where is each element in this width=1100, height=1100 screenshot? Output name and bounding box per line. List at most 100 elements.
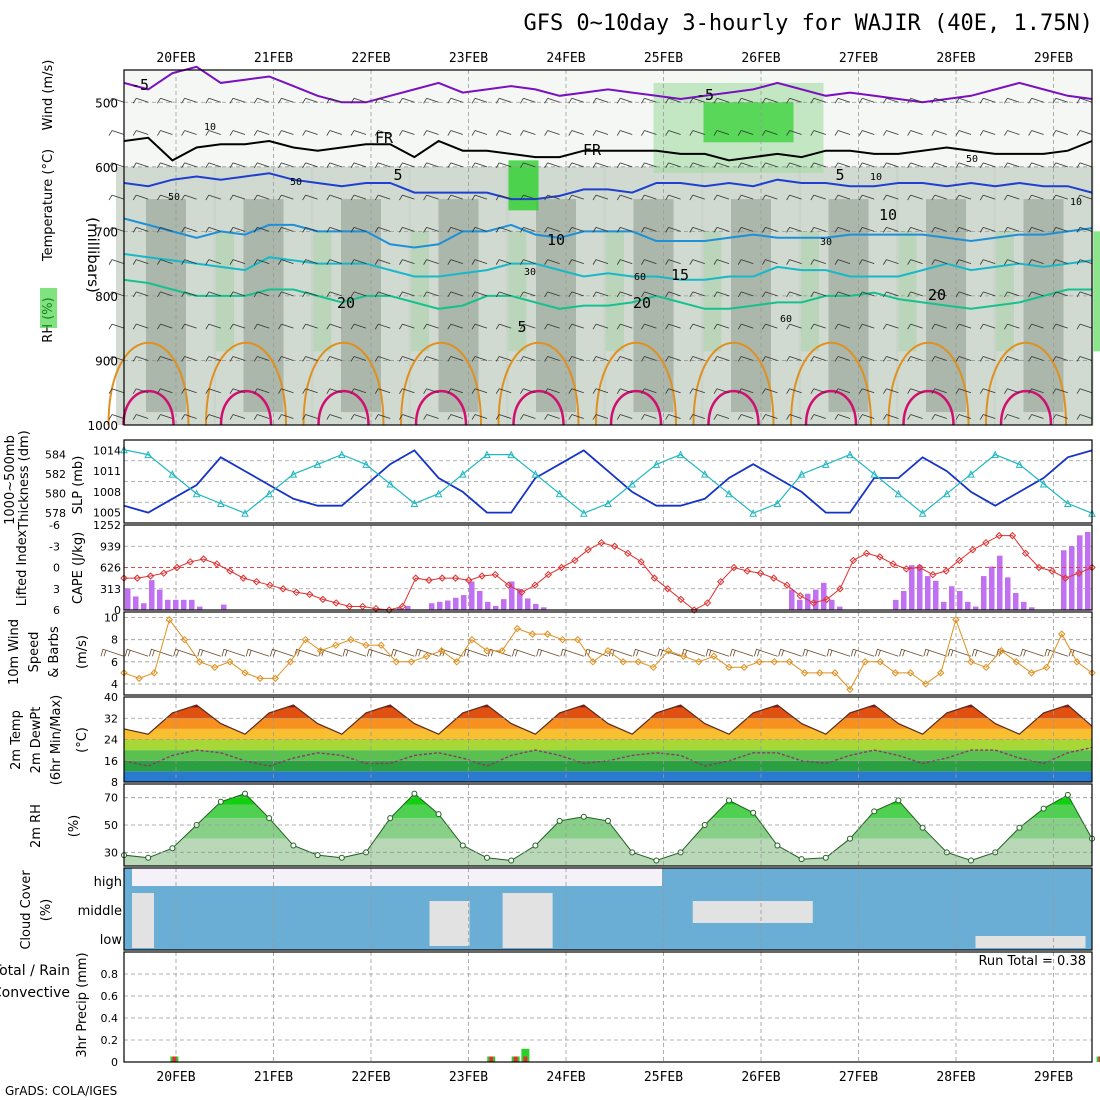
wind-barb (737, 323, 754, 330)
lifted-index-marker (412, 574, 420, 582)
rh-marker (1040, 805, 1047, 812)
wind-speed-marker (407, 658, 416, 666)
wind-barb (495, 259, 512, 265)
wind-barb (399, 291, 415, 298)
wind-barb (834, 130, 851, 136)
wind-barb (350, 414, 367, 420)
wind-barb (253, 130, 270, 136)
wind-barb (1004, 356, 1020, 362)
wind-barb (568, 323, 584, 330)
wind-barb (907, 356, 923, 362)
thickness-marker (846, 450, 854, 459)
wind-barb (132, 162, 149, 169)
wind-speed-marker (226, 658, 234, 666)
wind-barb (592, 414, 609, 420)
wind-speed-marker (543, 630, 552, 638)
contour-label: 10 (547, 231, 565, 249)
y-tick-wind: 6 (111, 656, 118, 669)
wind-barb (737, 356, 754, 362)
wind-barb (592, 291, 609, 298)
wind-barb (737, 226, 754, 233)
cape-bar (837, 606, 843, 610)
wind-barb (1028, 388, 1044, 394)
wind-barb (786, 388, 802, 394)
isotherm-30-lobe (512, 389, 565, 426)
wind-speed-marker (952, 616, 960, 624)
wind-speed-marker (649, 663, 658, 672)
isotherm-25-lobe (595, 341, 677, 426)
wind-barb (399, 259, 415, 265)
rh-marker (919, 824, 926, 831)
thickness-marker (362, 460, 370, 468)
wind-barb (447, 226, 463, 233)
wind-barb (689, 130, 705, 136)
y-tick-lifted: 3 (53, 583, 60, 596)
y-tick-lifted: -3 (49, 540, 60, 553)
wind-barb-10m (1020, 648, 1044, 657)
wind-barb (302, 226, 318, 233)
wind-barb (713, 226, 730, 233)
wind-barb (1004, 259, 1020, 265)
rh-marker (798, 856, 805, 863)
wind-barb (665, 162, 681, 169)
wind-barb (399, 323, 415, 330)
thickness-marker (749, 509, 758, 517)
wind-barb (471, 388, 488, 394)
wind-barb (132, 414, 149, 420)
wind-barb (423, 226, 439, 233)
wind-barb (471, 259, 488, 265)
wind-speed-marker (1012, 658, 1021, 666)
y-tick-temp: 40 (104, 691, 118, 704)
wind-barb (326, 97, 342, 104)
wind-barb (205, 388, 221, 394)
isotherm-30-lobe (902, 389, 955, 426)
wind-barb (374, 323, 391, 330)
wind-barb (810, 130, 826, 136)
wind-barb (931, 226, 947, 233)
wind-barb-10m (124, 648, 149, 657)
lifted-index-marker (796, 592, 804, 600)
lifted-index-marker (133, 574, 141, 582)
wind-barb (616, 130, 633, 136)
wind-barb (157, 130, 173, 136)
wind-barb (108, 162, 125, 169)
wind-barb (592, 259, 609, 265)
y-tick-thickness: 580 (45, 488, 66, 501)
lifted-index-marker (305, 590, 314, 599)
wind-barb (326, 388, 342, 394)
wind-barb (229, 291, 246, 298)
wind-barb (1028, 414, 1044, 420)
panel-frame-cloud (123, 867, 1093, 951)
wind-barb (229, 130, 246, 136)
precip-convective-bar (523, 1056, 528, 1062)
lifted-index-marker (756, 569, 765, 577)
wind-speed-marker (483, 647, 491, 655)
wind-barb (713, 356, 730, 362)
temp-line (123, 704, 1093, 735)
cape-bar (453, 597, 459, 610)
wind-speed-marker (271, 674, 279, 683)
wind-barb (205, 414, 221, 420)
ylabel-wind: Wind (m/s) (41, 60, 56, 131)
wind-barb (423, 356, 439, 362)
panel-frame-rh (123, 783, 1093, 867)
cape-bar (445, 600, 451, 610)
wind-speed-marker (135, 674, 143, 683)
wind-barb (157, 259, 173, 265)
wind-barb (786, 356, 802, 362)
precip-convective-bar (1098, 1056, 1100, 1062)
wind-speed-marker (589, 658, 597, 666)
wind-speed-marker (1042, 663, 1051, 672)
rh-marker (605, 817, 611, 824)
wind-barb (592, 388, 609, 394)
wind-barb (253, 414, 270, 420)
wind-barb (858, 323, 875, 330)
wind-barb (955, 259, 972, 265)
wind-speed-marker (574, 635, 582, 644)
rh-marker (145, 854, 152, 861)
wind-barb (278, 414, 294, 420)
wind-barb (762, 291, 778, 298)
wind-barb (544, 226, 560, 233)
isotherm-30-lobe (609, 389, 663, 426)
y-tick-cape: 1252 (93, 519, 121, 532)
